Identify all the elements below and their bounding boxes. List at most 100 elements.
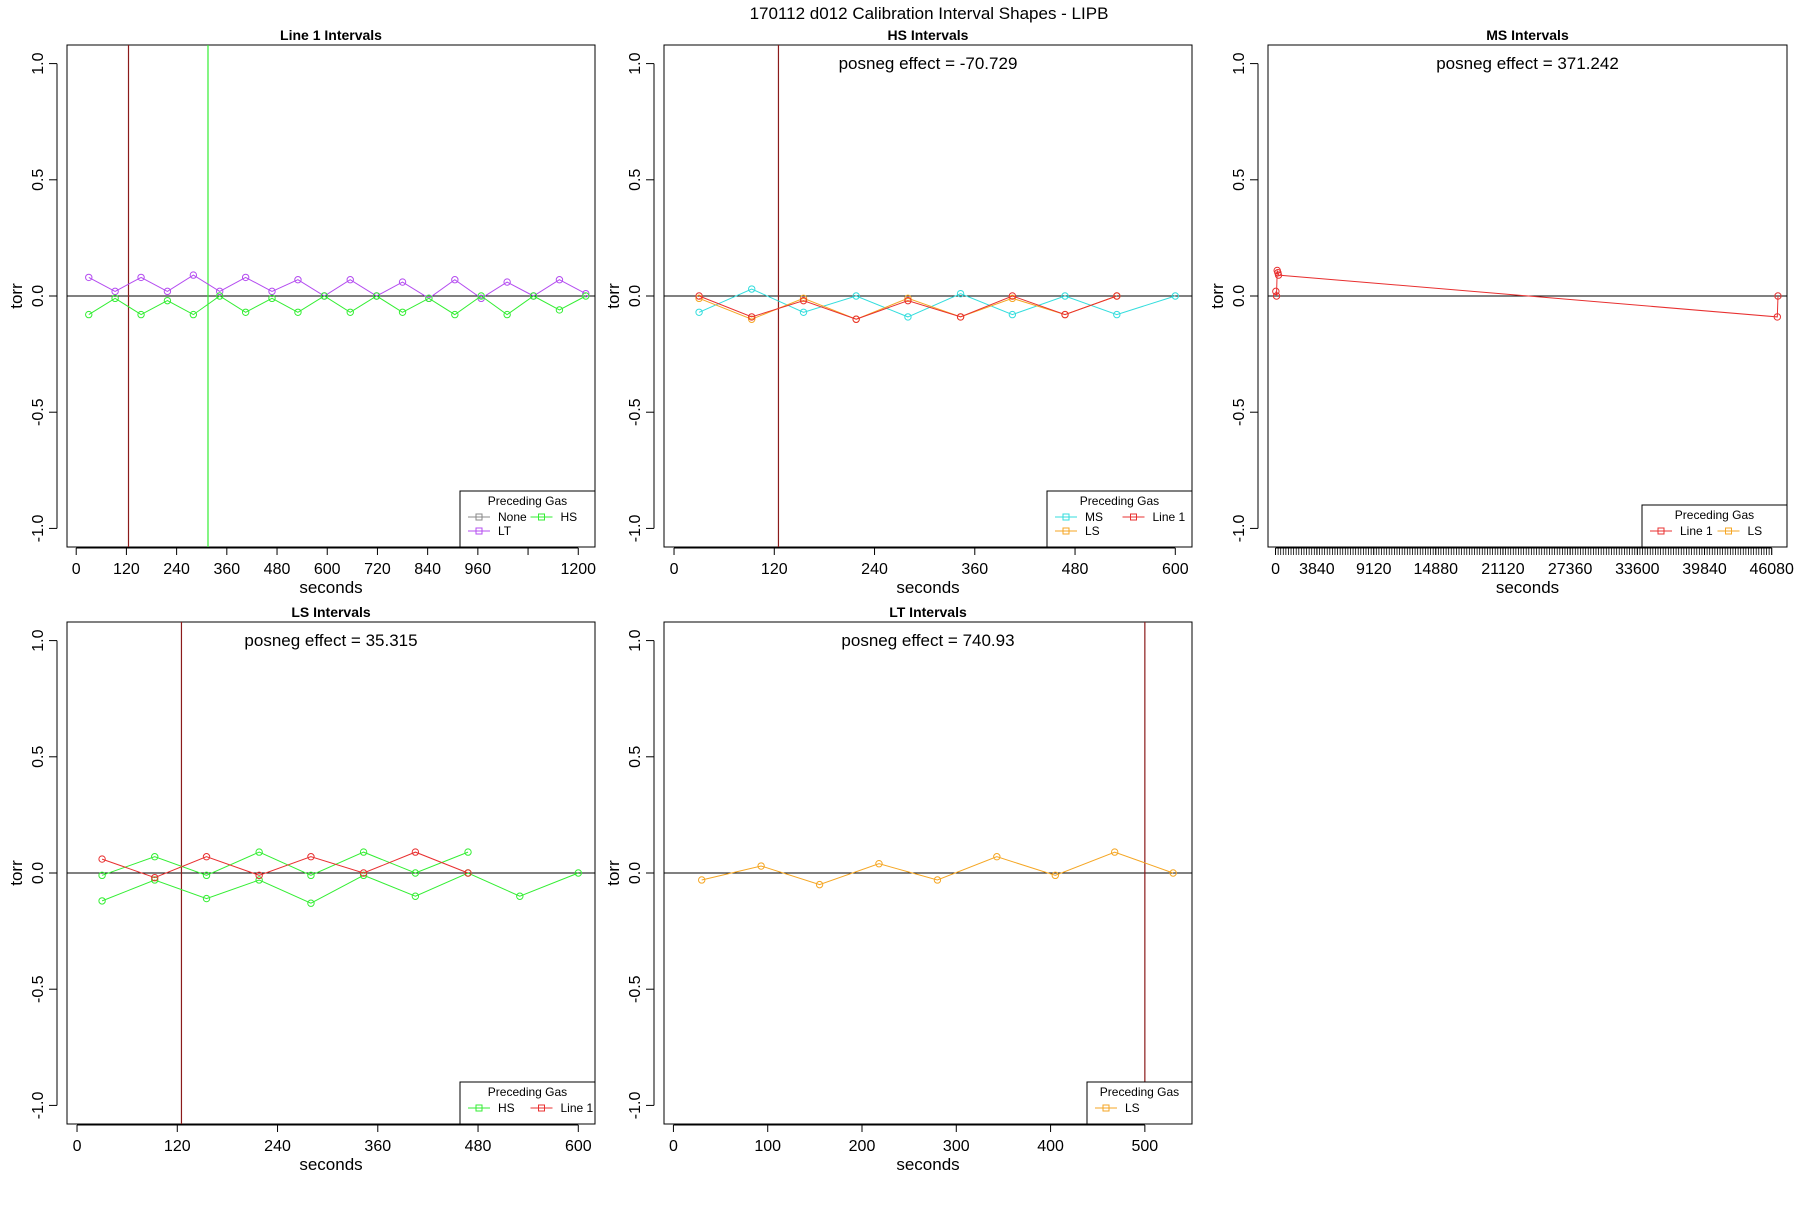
data-point (451, 276, 459, 284)
data-point (1008, 292, 1017, 300)
x-tick-label: 100 (754, 1138, 781, 1155)
posneg-annotation: posneg effect = 35.315 (244, 631, 417, 650)
x-tick-label: 480 (465, 1138, 492, 1155)
data-point (1061, 310, 1069, 319)
data-point (1272, 287, 1280, 296)
series-line (698, 295, 1117, 320)
x-axis: 0 120 240 360 480 600 720 840 960 1200 (72, 547, 596, 578)
data-point (98, 871, 106, 880)
data-point (307, 899, 315, 907)
legend: Preceding Gas None HS LT (459, 490, 596, 548)
legend-entry: MS (1055, 510, 1103, 524)
x-tick-label: 360 (364, 1138, 391, 1155)
data-point (202, 853, 211, 861)
x-tick-label: 720 (364, 561, 391, 578)
data-point (574, 869, 582, 877)
legend-marker (1062, 527, 1070, 535)
data-point (1110, 848, 1119, 856)
x-tick-label: 360 (961, 561, 988, 578)
x-tick-label: 300 (943, 1138, 970, 1155)
series-ls (698, 848, 1177, 889)
legend-entry: LS (1717, 524, 1763, 538)
data-point (555, 276, 564, 284)
data-point (151, 873, 159, 882)
legend-marker (538, 513, 545, 521)
x-tick-label: 3840 (1299, 561, 1335, 578)
legend-label: LT (498, 524, 512, 538)
data-point (956, 289, 965, 298)
x-tick-label: 33600 (1615, 561, 1660, 578)
legend-label: Line 1 (1680, 524, 1713, 538)
y-axis: -1.0 -0.5 0.0 0.5 1.0 (627, 629, 655, 1119)
legend-label: LS (1748, 524, 1763, 538)
x-tick-label: 500 (1132, 1138, 1159, 1155)
data-point (875, 860, 883, 868)
y-tick-label: 1.0 (627, 629, 644, 651)
legend-marker (1130, 513, 1137, 521)
chart-panel: Line 1 Intervals -1.0 -0.5 0.0 0.5 1.0 torr 0 12… (7, 27, 596, 597)
legend: Preceding Gas Line 1 LS (1641, 504, 1788, 548)
y-axis-label: torr (7, 283, 26, 309)
data-point (1008, 294, 1017, 303)
legend-marker (538, 1104, 545, 1112)
legend-marker (1062, 513, 1070, 521)
chart-title: MS Intervals (1486, 27, 1569, 43)
data-point (294, 276, 302, 284)
x-tick-label: 0 (669, 1138, 678, 1155)
x-tick-label: 120 (113, 561, 140, 578)
legend-marker (475, 527, 483, 535)
data-point (464, 848, 472, 856)
data-point (151, 876, 159, 884)
x-tick-label: 0 (1271, 561, 1280, 578)
series-line (698, 288, 1176, 318)
legend: Preceding Gas HS Line 1 (459, 1081, 596, 1125)
data-point (815, 880, 824, 889)
series-line-1 (695, 292, 1121, 323)
data-point (516, 892, 524, 900)
data-point (411, 848, 420, 856)
posneg-annotation: posneg effect = -70.729 (839, 54, 1018, 73)
y-tick-label: -1.0 (627, 515, 644, 543)
data-point (111, 294, 119, 303)
chart-panel: MS Intervals -1.0 -0.5 0.0 0.5 1.0 torr 0 3840 91… (1208, 27, 1794, 597)
data-point (307, 871, 315, 880)
chart-title: LT Intervals (889, 604, 967, 620)
data-point (268, 294, 276, 303)
data-point (216, 287, 224, 296)
series-line (88, 295, 587, 316)
data-point (372, 292, 381, 300)
series-hs (98, 848, 472, 880)
data-point (189, 310, 198, 319)
data-point (255, 848, 263, 856)
y-tick-label: 1.0 (30, 52, 47, 74)
x-tick-label: 240 (163, 561, 190, 578)
legend-entry: Line 1 (1650, 524, 1713, 538)
series-line (698, 295, 1117, 320)
legend-entry: HS (530, 510, 577, 524)
y-tick-label: 0.0 (30, 862, 47, 884)
data-point (1061, 292, 1069, 300)
chart-title: LS Intervals (291, 604, 371, 620)
data-point (137, 273, 145, 282)
x-tick-label: 240 (264, 1138, 291, 1155)
x-axis-label: seconds (1496, 578, 1559, 597)
x-tick-label: 200 (849, 1138, 876, 1155)
y-axis-label: torr (7, 860, 26, 886)
data-point (464, 869, 472, 877)
y-tick-label: -1.0 (30, 1092, 47, 1120)
data-point (503, 278, 511, 286)
chart-panel: LT Intervals -1.0 -0.5 0.0 0.5 1.0 torr 0 100 200… (604, 604, 1193, 1174)
data-point (1113, 310, 1121, 319)
y-tick-label: -0.5 (627, 975, 644, 1003)
legend: Preceding Gas LS (1086, 1081, 1193, 1125)
legend-marker (1657, 527, 1665, 535)
y-tick-label: 0.5 (627, 169, 644, 191)
posneg-annotation: posneg effect = 740.93 (841, 631, 1014, 650)
legend-label: HS (498, 1101, 515, 1115)
data-point (956, 313, 965, 321)
data-point (307, 853, 315, 861)
chart-panel: LS Intervals -1.0 -0.5 0.0 0.5 1.0 torr 0 120 240… (7, 604, 596, 1174)
data-point (151, 853, 159, 861)
data-point (255, 876, 263, 884)
legend-title: Preceding Gas (488, 494, 567, 508)
